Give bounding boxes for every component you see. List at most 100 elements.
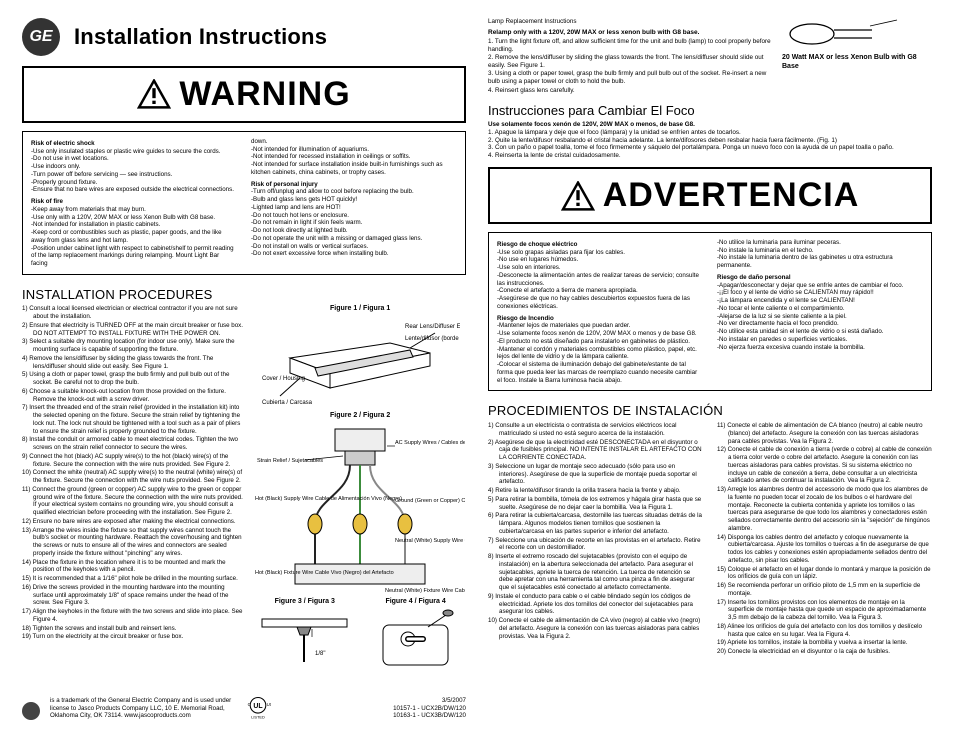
procedures-title-es: PROCEDIMIENTOS DE INSTALACIÓN [488, 403, 932, 419]
footer-trademark: is a trademark of the General Electric C… [50, 697, 235, 720]
risk-line: -No instale la luminaria en el techo. [717, 247, 923, 255]
figures-column: Figure 1 / Figura 1 Rear Lens/Diffuser E… [254, 305, 466, 688]
lamp-step: 2. Remove the lens/diffuser by sliding t… [488, 54, 772, 70]
warning-triangle-icon [561, 181, 595, 211]
procedure-step: 4) Retire la lente/difusor tirando la or… [488, 487, 703, 495]
footer-sku: 10163-1 - UCX3B/DW/120 [281, 712, 466, 720]
procedure-step: 5) Para retirar la bombilla, tómela de l… [488, 496, 703, 512]
risk-shock-head-es: Riesgo de choque eléctrico [497, 241, 703, 249]
procedure-step: 8) Install the conduit or armored cable … [22, 436, 244, 452]
procedure-step: 12) Conecte el cable de conexión a tierr… [717, 446, 932, 485]
risk-shock-head: Risk of electric shock [31, 140, 237, 148]
procedure-step: 7) Seleccione una ubicación de recorte e… [488, 537, 703, 553]
risk-line: -Use only with a 120V, 20W MAX or less X… [31, 214, 237, 222]
procedure-step: 18) Alinee los orificios de guía del art… [717, 623, 932, 639]
svg-text:1/8": 1/8" [315, 651, 325, 657]
lamp-step-es: 1. Apague la lámpara y deje que el foco … [488, 129, 932, 137]
procedure-step: 16) Drive the screws provided in the mou… [22, 584, 244, 607]
risk-line: -Do not install on walls or vertical sur… [251, 243, 457, 251]
procedure-step: 11) Conecte el cable de alimentación de … [717, 422, 932, 445]
risk-injury-head-es: Riesgo de daño personal [717, 274, 923, 282]
svg-text:LISTED: LISTED [251, 714, 265, 719]
advertencia-label: ADVERTENCIA [603, 175, 860, 216]
svg-text:Rear Lens/Diffuser Edge: Rear Lens/Diffuser Edge [405, 324, 460, 330]
procedure-step: 7) Insert the threaded end of the strain… [22, 404, 244, 435]
lamp-bold-es: Use solamente focos xenón de 120V, 20W M… [488, 121, 932, 129]
risk-line: -No utilice la luminaria para iluminar p… [717, 239, 923, 247]
lamp-title-es: Instrucciones para Cambiar El Foco [488, 103, 932, 119]
lamp-title-en: Lamp Replacement Instructions [488, 18, 772, 26]
lamp-step: 4. Reinsert glass lens carefully. [488, 87, 772, 95]
procedure-step: 15) Coloque el artefacto en el lugar don… [717, 566, 932, 582]
risk-line: -No tocar el lente caliente o el compart… [717, 305, 923, 313]
risk-line: -Not intended for illumination of aquari… [251, 146, 457, 154]
risk-line: -Colocar el sistema de iluminación debaj… [497, 361, 703, 384]
risk-line: -Asegúrese de que no hay cables descubie… [497, 295, 703, 311]
figure-4-diagram [368, 607, 463, 677]
lamp-step-es: 2. Quite la lente/difusor resbalando el … [488, 137, 932, 145]
lamp-step: 3. Using a cloth or paper towel, grasp t… [488, 70, 772, 86]
risk-line: -Not intended for surface installation i… [251, 161, 457, 177]
procedure-step: 1) Consult a local licensed electrician … [22, 305, 244, 321]
procedure-step: 18) Tighten the screws and install bulb … [22, 625, 244, 633]
figure-1-diagram: Rear Lens/Diffuser Edge Lente/difusor (b… [260, 318, 460, 408]
procedure-step: 19) Turn on the electricity at the circu… [22, 633, 244, 641]
procedure-step: 9) Instale el conducto para cable o el c… [488, 593, 703, 616]
right-page: Lamp Replacement Instructions Relamp onl… [488, 18, 932, 720]
risk-line: -Use only insulated staples or plastic w… [31, 148, 237, 156]
procedure-step: 10) Conecte el cable de alimentación de … [488, 617, 703, 640]
risk-line: -Ensure that no bare wires are exposed o… [31, 186, 237, 194]
svg-text:Ground (Green or Copper) Cable: Ground (Green or Copper) Cables de Conex… [395, 498, 465, 504]
footer-sku: 10157-1 - UCX2B/DW/120 [281, 705, 466, 713]
svg-text:Cover / Housing: Cover / Housing [262, 376, 305, 382]
svg-text:Lente/difusor (borde frontal): Lente/difusor (borde frontal) [405, 336, 460, 342]
procedure-step: 19) Apriete los tornillos, instale la bo… [717, 639, 932, 647]
risk-line: -Lighted lamp and lens are HOT! [251, 204, 457, 212]
risk-line: -¡¡El foco y el lente de vidrio se CALIE… [717, 289, 923, 297]
procedure-step: 2) Asegúrese de que la electricidad esté… [488, 439, 703, 462]
svg-text:UL: UL [253, 703, 263, 710]
ge-logo-icon: GE [22, 18, 60, 56]
risk-line: -Turn power off before servicing — see i… [31, 171, 237, 179]
risk-line: -Use solo grapas aisladas para fijar los… [497, 249, 703, 257]
risk-line: -Turn off/unplug and allow to cool befor… [251, 188, 457, 196]
risk-line: -No instalar en paredes o superficies ve… [717, 336, 923, 344]
risk-line: -Alejarse de la luz si se siente calient… [717, 313, 923, 321]
svg-text:Cubierta / Carcasa: Cubierta / Carcasa [262, 400, 313, 406]
procedures-title: INSTALLATION PROCEDURES [22, 287, 466, 303]
warning-label: WARNING [179, 74, 350, 115]
procedure-step: 14) Disponga los cables dentro del artef… [717, 534, 932, 565]
ul-listed-icon: UL CUS LISTED [245, 694, 271, 720]
risk-fire-head: Risk of fire [31, 198, 237, 206]
svg-text:Neutral (White) Supply Wire Ca: Neutral (White) Supply Wire Cable de Ali… [395, 538, 465, 544]
risk-line: -Mantener el cordón y materiales combust… [497, 346, 703, 362]
risk-line: -Keep away from materials that may burn. [31, 206, 237, 214]
figure-3-title: Figure 3 / Figura 3 [254, 598, 355, 606]
risk-line: -Desconecte la alimentación antes de rea… [497, 272, 703, 288]
risk-line: -No ver directamente hacia el foco prend… [717, 320, 923, 328]
procedure-step: 9) Connect the hot (black) AC supply wir… [22, 453, 244, 469]
warning-triangle-icon [137, 79, 171, 109]
procedure-step: 6) Choose a suitable knock-out location … [22, 388, 244, 404]
risk-line: -Use indoors only. [31, 163, 237, 171]
risk-line: -Not intended for installation in plasti… [31, 221, 237, 229]
main-title: Installation Instructions [74, 24, 327, 50]
lamp-step: 1. Turn the light fixture off, and allow… [488, 38, 772, 54]
risk-line: down. [251, 138, 457, 146]
procedure-step: 16) Se recomienda perforar un orificio p… [717, 582, 932, 598]
risk-line: -No use en lugares húmedos. [497, 256, 703, 264]
risk-box: Risk of electric shock -Use only insulat… [22, 131, 466, 275]
svg-text:Neutral (White) Fixture Wire C: Neutral (White) Fixture Wire Cable Neutr… [385, 588, 465, 594]
procedures-es-col2: 11) Conecte el cable de alimentación de … [717, 422, 932, 720]
left-page: GE Installation Instructions WARNING Ris… [22, 18, 466, 720]
procedure-step: 6) Para retirar la cubierta/carcasa, des… [488, 512, 703, 535]
procedure-step: 10) Connect the white (neutral) AC suppl… [22, 469, 244, 485]
risk-injury-head: Risk of personal injury [251, 181, 457, 189]
footer: is a trademark of the General Electric C… [22, 688, 466, 720]
risk-line: -Position under cabinet light with respe… [31, 245, 237, 268]
procedure-step: 15) It is recommended that a 1/16" pilot… [22, 575, 244, 583]
figure-2-title: Figure 2 / Figura 2 [330, 412, 390, 420]
warning-title: WARNING [34, 74, 454, 115]
procedure-step: 1) Consulte a un electricista o contrati… [488, 422, 703, 438]
procedure-step: 3) Seleccione un lugar de montaje seco a… [488, 463, 703, 486]
